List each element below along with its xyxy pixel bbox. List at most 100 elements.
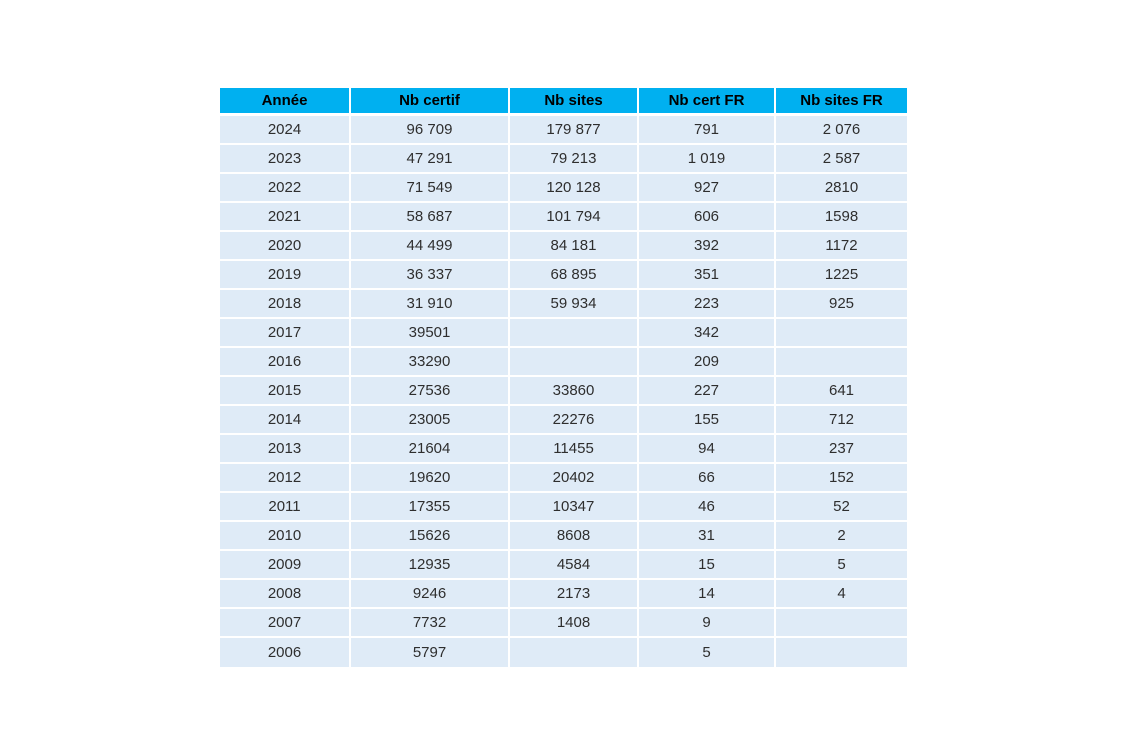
table-cell: 2022 (220, 174, 351, 203)
table-row: 2023 47 291 79 213 1 019 2 587 (220, 145, 907, 174)
header-cell-nb-cert-fr: Nb cert FR (639, 88, 776, 116)
table-row: 2009 12935 4584 15 5 (220, 551, 907, 580)
table-cell: 79 213 (510, 145, 639, 174)
table-cell: 4584 (510, 551, 639, 580)
table-cell: 2010 (220, 522, 351, 551)
table-cell: 14 (639, 580, 776, 609)
table-row: 2017 39501 342 (220, 319, 907, 348)
table-row: 2024 96 709 179 877 791 2 076 (220, 116, 907, 145)
table-cell: 44 499 (351, 232, 510, 261)
table-cell: 925 (776, 290, 907, 319)
table-cell: 84 181 (510, 232, 639, 261)
table-cell: 2173 (510, 580, 639, 609)
table-cell: 2 (776, 522, 907, 551)
table-cell: 2006 (220, 638, 351, 667)
table-cell: 36 337 (351, 261, 510, 290)
table-cell: 5 (639, 638, 776, 667)
table-cell: 23005 (351, 406, 510, 435)
table-cell: 101 794 (510, 203, 639, 232)
table-cell: 152 (776, 464, 907, 493)
table-cell: 1408 (510, 609, 639, 638)
table-cell: 22276 (510, 406, 639, 435)
table-cell: 392 (639, 232, 776, 261)
table-cell: 2024 (220, 116, 351, 145)
table-cell: 2810 (776, 174, 907, 203)
certification-data-table: Année Nb certif Nb sites Nb cert FR Nb s… (220, 88, 907, 667)
table-cell: 8608 (510, 522, 639, 551)
table-cell: 1225 (776, 261, 907, 290)
table-header: Année Nb certif Nb sites Nb cert FR Nb s… (220, 88, 907, 116)
table-cell: 791 (639, 116, 776, 145)
table-cell: 2019 (220, 261, 351, 290)
table-cell: 927 (639, 174, 776, 203)
table-cell: 155 (639, 406, 776, 435)
table-cell (510, 638, 639, 667)
table-cell: 52 (776, 493, 907, 522)
table-cell: 2 076 (776, 116, 907, 145)
table-cell: 5 (776, 551, 907, 580)
table-row: 2015 27536 33860 227 641 (220, 377, 907, 406)
table-cell: 2011 (220, 493, 351, 522)
table-row: 2012 19620 20402 66 152 (220, 464, 907, 493)
table-cell: 4 (776, 580, 907, 609)
table-cell: 15 (639, 551, 776, 580)
table-cell: 2014 (220, 406, 351, 435)
table-cell: 7732 (351, 609, 510, 638)
table-cell: 2018 (220, 290, 351, 319)
table-cell: 94 (639, 435, 776, 464)
table-cell: 209 (639, 348, 776, 377)
table-cell: 15626 (351, 522, 510, 551)
table-row: 2021 58 687 101 794 606 1598 (220, 203, 907, 232)
table-cell: 9 (639, 609, 776, 638)
table-cell: 237 (776, 435, 907, 464)
table-cell: 46 (639, 493, 776, 522)
table-row: 2010 15626 8608 31 2 (220, 522, 907, 551)
table-cell: 1 019 (639, 145, 776, 174)
table-cell: 712 (776, 406, 907, 435)
table-row: 2016 33290 209 (220, 348, 907, 377)
table-cell: 39501 (351, 319, 510, 348)
table-cell: 12935 (351, 551, 510, 580)
table-cell: 2008 (220, 580, 351, 609)
table-cell: 2021 (220, 203, 351, 232)
header-row: Année Nb certif Nb sites Nb cert FR Nb s… (220, 88, 907, 116)
table-cell: 2020 (220, 232, 351, 261)
table-cell (776, 609, 907, 638)
table-row: 2018 31 910 59 934 223 925 (220, 290, 907, 319)
table-cell: 1172 (776, 232, 907, 261)
table-cell (510, 319, 639, 348)
table-cell: 31 (639, 522, 776, 551)
header-cell-annee: Année (220, 88, 351, 116)
table-cell: 2 587 (776, 145, 907, 174)
table-cell: 66 (639, 464, 776, 493)
table-row: 2007 7732 1408 9 (220, 609, 907, 638)
table-cell: 9246 (351, 580, 510, 609)
header-cell-nb-certif: Nb certif (351, 88, 510, 116)
table-cell (776, 319, 907, 348)
table-cell: 11455 (510, 435, 639, 464)
table-cell: 2013 (220, 435, 351, 464)
table-cell: 33860 (510, 377, 639, 406)
table-row: 2008 9246 2173 14 4 (220, 580, 907, 609)
table-cell: 179 877 (510, 116, 639, 145)
table-cell: 27536 (351, 377, 510, 406)
table-cell (510, 348, 639, 377)
table-cell: 68 895 (510, 261, 639, 290)
table-cell: 59 934 (510, 290, 639, 319)
table-cell: 351 (639, 261, 776, 290)
table-cell: 2012 (220, 464, 351, 493)
table-row: 2011 17355 10347 46 52 (220, 493, 907, 522)
table-row: 2022 71 549 120 128 927 2810 (220, 174, 907, 203)
table-cell: 2007 (220, 609, 351, 638)
table-cell: 20402 (510, 464, 639, 493)
table-row: 2006 5797 5 (220, 638, 907, 667)
table-row: 2020 44 499 84 181 392 1172 (220, 232, 907, 261)
table-cell (776, 638, 907, 667)
table-cell: 2017 (220, 319, 351, 348)
table-cell: 2009 (220, 551, 351, 580)
table-cell: 606 (639, 203, 776, 232)
table-cell: 10347 (510, 493, 639, 522)
table-cell: 47 291 (351, 145, 510, 174)
table-cell: 33290 (351, 348, 510, 377)
